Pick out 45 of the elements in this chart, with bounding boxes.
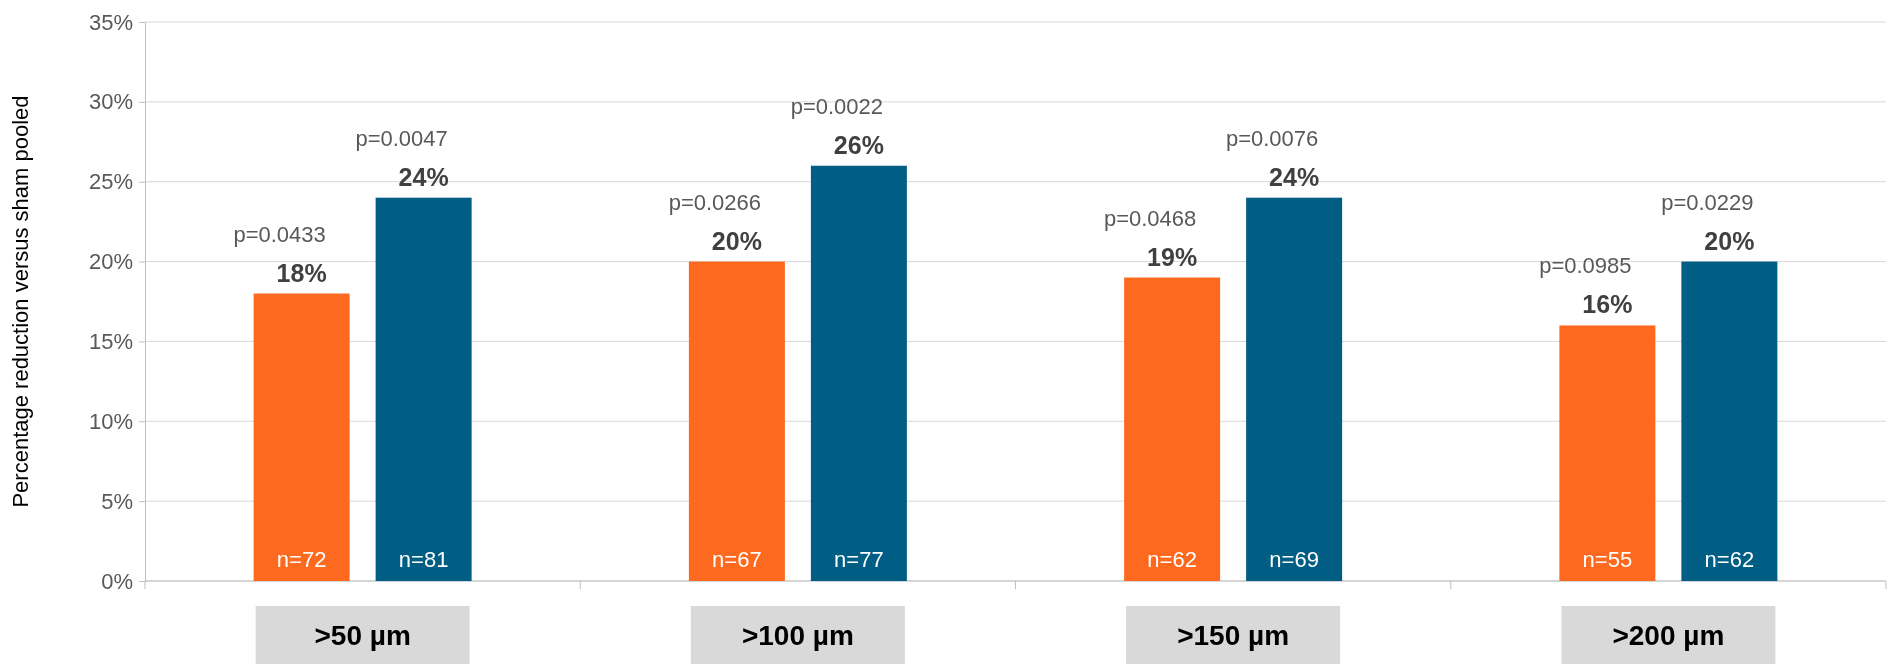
x-tick-label: >200 µm bbox=[1612, 620, 1725, 651]
bar bbox=[1124, 277, 1221, 581]
bar bbox=[253, 293, 350, 581]
annotation: p=0.0022 bbox=[790, 93, 884, 119]
annotation: p=0.0985 bbox=[1539, 253, 1632, 279]
annotation: p=0.0076 bbox=[1225, 125, 1319, 151]
annotation: p=0.0229 bbox=[1661, 189, 1754, 215]
y-tick-label: 15% bbox=[88, 328, 133, 354]
data-label: 19% bbox=[1147, 242, 1198, 271]
y-tick-label: 0% bbox=[101, 568, 133, 594]
annotation: n=55 bbox=[1582, 547, 1633, 572]
data-label: 18% bbox=[276, 258, 327, 287]
x-tick-label: >100 µm bbox=[741, 620, 854, 651]
annotation: n=67 bbox=[712, 547, 762, 572]
y-axis-title: Percentage reduction versus sham pooled bbox=[8, 95, 33, 508]
annotation: n=81 bbox=[398, 547, 449, 572]
x-tick-label: >150 µm bbox=[1177, 620, 1290, 651]
annotation: n=72 bbox=[276, 547, 327, 572]
x-tick-label: >50 µm bbox=[314, 620, 411, 651]
annotation: p=0.0266 bbox=[668, 189, 762, 215]
y-tick-label: 25% bbox=[88, 169, 133, 195]
annotation: n=69 bbox=[1269, 547, 1319, 572]
bar bbox=[810, 165, 907, 581]
annotation: n=62 bbox=[1147, 547, 1197, 572]
bar bbox=[375, 197, 472, 581]
y-tick-label: 20% bbox=[88, 249, 133, 275]
y-tick-label: 30% bbox=[88, 89, 133, 115]
bar bbox=[688, 261, 785, 581]
data-label: 16% bbox=[1582, 290, 1633, 319]
data-label: 24% bbox=[398, 162, 449, 191]
bar bbox=[1559, 325, 1656, 581]
bar bbox=[1681, 261, 1778, 581]
bar bbox=[1246, 197, 1343, 581]
annotation: p=0.0468 bbox=[1103, 205, 1197, 231]
data-label: 24% bbox=[1269, 162, 1320, 191]
data-label: 20% bbox=[711, 226, 762, 255]
data-label: 20% bbox=[1704, 226, 1755, 255]
annotation: n=62 bbox=[1704, 547, 1755, 572]
y-tick-label: 5% bbox=[101, 488, 133, 514]
annotation: p=0.0047 bbox=[355, 125, 448, 151]
y-tick-label: 10% bbox=[88, 408, 133, 434]
data-label: 26% bbox=[833, 130, 884, 159]
y-tick-label: 35% bbox=[88, 9, 133, 35]
annotation: n=77 bbox=[834, 547, 884, 572]
annotation: p=0.0433 bbox=[233, 221, 326, 247]
